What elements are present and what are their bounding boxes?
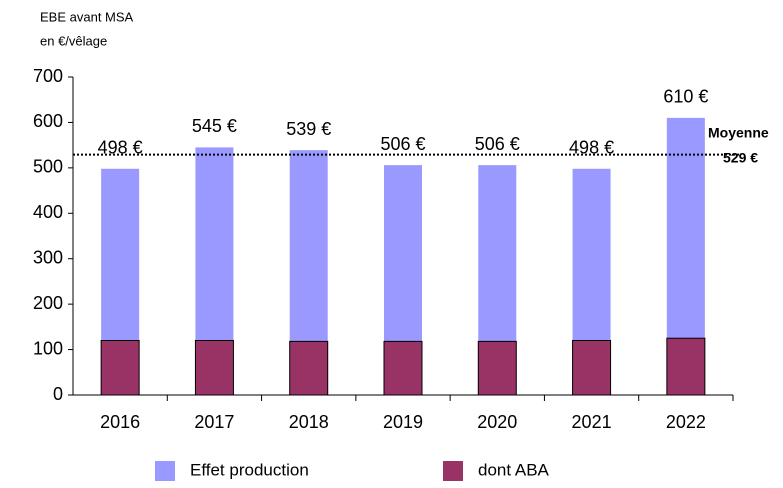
legend-swatch <box>443 461 463 481</box>
y-axis-label: en €/vêlage <box>40 33 107 48</box>
mean-value-label: 529 € <box>723 149 758 165</box>
x-tick-label: 2017 <box>194 412 234 432</box>
bar <box>194 339 234 396</box>
x-tick-label: 2022 <box>666 412 706 432</box>
bar <box>383 340 423 396</box>
y-tick-label: 100 <box>33 338 63 358</box>
x-tick-label: 2021 <box>572 412 612 432</box>
data-label: 506 € <box>380 134 425 154</box>
data-label: 506 € <box>475 134 520 154</box>
y-tick-label: 200 <box>33 293 63 313</box>
x-tick-label: 2018 <box>289 412 329 432</box>
data-label: 539 € <box>286 119 331 139</box>
data-label: 498 € <box>569 138 614 158</box>
x-tick-label: 2016 <box>100 412 140 432</box>
y-tick-label: 500 <box>33 157 63 177</box>
bar <box>666 337 706 396</box>
legend-label: dont ABA <box>478 460 550 479</box>
bar <box>477 340 517 396</box>
y-tick-label: 0 <box>53 384 63 404</box>
legend-swatch <box>155 461 175 481</box>
data-label: 498 € <box>98 138 143 158</box>
bar <box>572 339 612 396</box>
x-tick-label: 2019 <box>383 412 423 432</box>
x-tick-label: 2020 <box>477 412 517 432</box>
mean-label: Moyenne <box>708 124 769 140</box>
y-tick-label: 600 <box>33 111 63 131</box>
legend-label: Effet production <box>190 460 309 479</box>
y-axis-label: EBE avant MSA <box>40 9 134 24</box>
bar <box>289 340 329 396</box>
data-label: 610 € <box>663 87 708 107</box>
y-tick-label: 700 <box>33 66 63 86</box>
y-tick-label: 300 <box>33 247 63 267</box>
data-label: 545 € <box>192 116 237 136</box>
y-tick-label: 400 <box>33 202 63 222</box>
bar <box>100 339 140 396</box>
